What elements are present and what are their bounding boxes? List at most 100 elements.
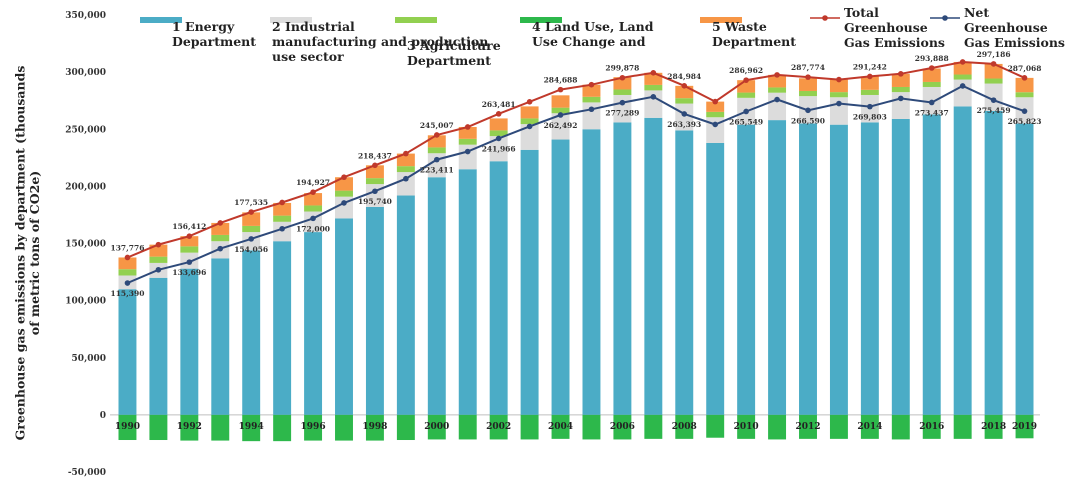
data-label: 291,242 <box>853 62 887 71</box>
bar-segment <box>427 414 446 440</box>
bar-segment <box>551 414 570 439</box>
legend-label: 2 Industrial <box>272 19 355 34</box>
line-point <box>959 59 966 65</box>
bar-segment <box>644 72 663 85</box>
y-tick-label: -50,000 <box>68 468 106 478</box>
x-tick-label: 1996 <box>301 422 326 432</box>
bar-segment <box>799 123 817 415</box>
bar-segment <box>489 130 508 137</box>
bar-segment <box>365 178 384 185</box>
bar-segment <box>613 122 632 415</box>
line-point <box>310 189 316 195</box>
bar-segment <box>211 234 230 242</box>
bar-segment <box>768 74 787 88</box>
bar-segment <box>984 78 1003 84</box>
bar-segment <box>953 414 972 439</box>
line-point <box>867 73 873 80</box>
bar-segment <box>891 118 910 415</box>
bar-segment <box>984 110 1003 415</box>
y-axis-title: Greenhouse gas emissions by department (… <box>13 66 42 441</box>
line-point <box>403 175 409 182</box>
line-point <box>867 103 873 110</box>
y-axis-title-line: of metric tons of CO2e) <box>27 171 42 335</box>
data-label: 263,393 <box>667 120 701 129</box>
bar-segment <box>335 414 353 441</box>
x-tick-label: 2006 <box>610 422 635 432</box>
bar-segment <box>860 76 879 90</box>
bar-segment <box>984 414 1003 439</box>
data-label: 265,823 <box>1008 117 1042 126</box>
line-point <box>186 259 193 265</box>
legend-swatch <box>700 17 742 23</box>
bar-segment <box>768 120 787 415</box>
y-tick-label: 300,000 <box>65 68 106 78</box>
bar-segment <box>180 414 199 441</box>
legend-marker <box>822 15 828 21</box>
x-tick-label: 1994 <box>239 422 264 432</box>
bar-segment <box>675 130 694 415</box>
line-point <box>774 72 780 78</box>
bar-segment <box>891 73 910 87</box>
data-label: 194,927 <box>296 178 330 187</box>
data-label: 195,740 <box>358 197 392 206</box>
line-point <box>712 98 718 105</box>
line-point <box>805 107 811 114</box>
bar-segment <box>180 246 199 253</box>
line-point <box>124 254 131 261</box>
data-label: 286,962 <box>729 66 763 75</box>
series-line <box>127 60 1025 259</box>
bar-segment <box>984 63 1003 79</box>
bar-segment <box>953 106 972 415</box>
bar-segment <box>891 86 910 93</box>
bar-segment <box>489 136 508 162</box>
axes-group: -50,000 0 50,000 100,000 150,000 200,000 250,0… <box>65 11 1040 478</box>
line-point <box>526 99 533 105</box>
bar-segment <box>675 103 694 131</box>
line-point <box>743 108 749 115</box>
line-point <box>588 81 595 88</box>
bar-segment <box>582 102 601 130</box>
line-point <box>372 162 378 169</box>
line-point <box>990 97 997 103</box>
legend-label: Use Change and <box>532 34 646 49</box>
bar-segment <box>335 190 353 197</box>
legend-label: Gas Emissions <box>964 35 1065 50</box>
line-point <box>341 200 347 206</box>
x-tick-label: 2018 <box>981 422 1006 432</box>
bar-segment <box>953 61 972 75</box>
line-point <box>743 77 749 83</box>
bar-segment <box>304 193 323 206</box>
bar-segment <box>675 414 694 439</box>
bar-segment <box>242 225 261 233</box>
bar-segment <box>829 92 848 98</box>
y-tick-label: 100,000 <box>65 297 106 307</box>
bar-segment <box>551 113 570 140</box>
bar-segment <box>118 289 137 415</box>
bar-segment <box>458 126 477 139</box>
bar-segment <box>211 222 230 235</box>
bar-segment <box>768 87 787 93</box>
data-label: 177,535 <box>234 198 268 207</box>
x-tick-label: 2012 <box>795 422 820 432</box>
bar-segment <box>613 414 632 440</box>
line-point <box>836 100 842 107</box>
bar-segment <box>984 83 1003 111</box>
bar-segment <box>180 268 199 415</box>
bar-segment <box>829 124 848 415</box>
line-point <box>588 106 595 113</box>
y-tick-label: 200,000 <box>65 182 106 192</box>
data-label: 115,390 <box>110 289 144 298</box>
line-point <box>619 99 626 106</box>
bar-segment <box>953 74 972 80</box>
bar-segment <box>582 96 601 103</box>
bar-segment <box>644 117 663 415</box>
bar-segment <box>922 414 941 439</box>
line-point <box>898 95 904 102</box>
bar-segment <box>304 205 323 212</box>
line-point <box>248 236 254 242</box>
line-point <box>186 233 193 239</box>
